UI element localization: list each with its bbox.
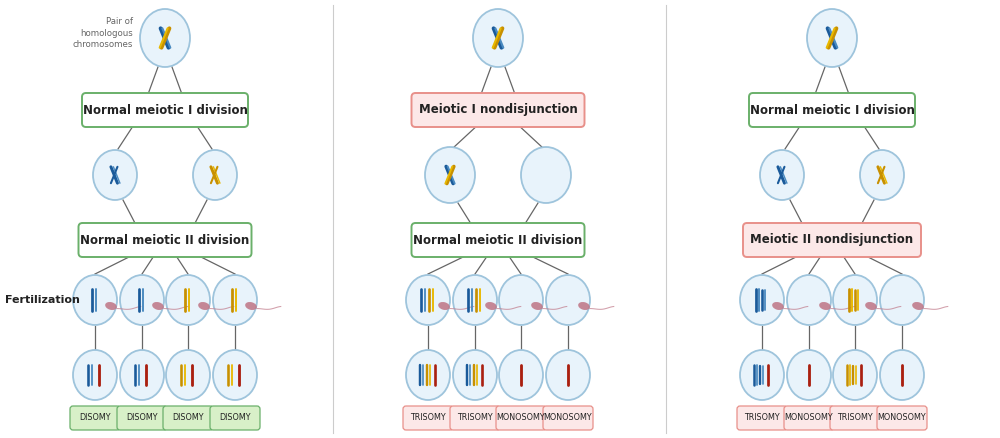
Ellipse shape — [578, 302, 590, 310]
Ellipse shape — [531, 302, 543, 310]
Ellipse shape — [438, 302, 450, 310]
FancyBboxPatch shape — [82, 93, 248, 127]
Ellipse shape — [833, 350, 877, 400]
Ellipse shape — [93, 150, 137, 200]
Ellipse shape — [166, 350, 210, 400]
Ellipse shape — [73, 275, 117, 325]
Ellipse shape — [865, 302, 877, 310]
FancyBboxPatch shape — [163, 406, 213, 430]
Text: MONOSOMY: MONOSOMY — [785, 413, 833, 423]
Ellipse shape — [819, 302, 831, 310]
Ellipse shape — [499, 350, 543, 400]
Ellipse shape — [120, 350, 164, 400]
Text: MONOSOMY: MONOSOMY — [497, 413, 545, 423]
FancyBboxPatch shape — [78, 223, 252, 257]
Text: Normal meiotic I division: Normal meiotic I division — [83, 103, 247, 117]
Ellipse shape — [787, 350, 831, 400]
Ellipse shape — [521, 147, 571, 203]
Ellipse shape — [245, 302, 257, 310]
Text: MONOSOMY: MONOSOMY — [544, 413, 592, 423]
FancyBboxPatch shape — [737, 406, 787, 430]
Ellipse shape — [453, 275, 497, 325]
Text: TRISOMY: TRISOMY — [410, 413, 446, 423]
Ellipse shape — [166, 275, 210, 325]
Ellipse shape — [120, 275, 164, 325]
Ellipse shape — [213, 350, 257, 400]
Ellipse shape — [213, 275, 257, 325]
Ellipse shape — [860, 150, 904, 200]
Text: Pair of
homologous
chromosomes: Pair of homologous chromosomes — [73, 17, 133, 49]
Text: DISOMY: DISOMY — [126, 413, 158, 423]
Ellipse shape — [105, 302, 117, 310]
Text: DISOMY: DISOMY — [219, 413, 251, 423]
FancyBboxPatch shape — [830, 406, 880, 430]
Ellipse shape — [740, 275, 784, 325]
Text: TRISOMY: TRISOMY — [744, 413, 780, 423]
Ellipse shape — [546, 275, 590, 325]
Ellipse shape — [880, 275, 924, 325]
Ellipse shape — [499, 275, 543, 325]
FancyBboxPatch shape — [210, 406, 260, 430]
FancyBboxPatch shape — [543, 406, 593, 430]
FancyBboxPatch shape — [877, 406, 927, 430]
Text: Meiotic II nondisjunction: Meiotic II nondisjunction — [750, 233, 914, 247]
Ellipse shape — [546, 350, 590, 400]
Text: Meiotic I nondisjunction: Meiotic I nondisjunction — [419, 103, 577, 117]
Text: Normal meiotic II division: Normal meiotic II division — [80, 233, 250, 247]
Text: Fertilization: Fertilization — [5, 295, 80, 305]
Ellipse shape — [140, 9, 190, 67]
FancyBboxPatch shape — [412, 223, 584, 257]
FancyBboxPatch shape — [412, 93, 584, 127]
Text: Normal meiotic II division: Normal meiotic II division — [413, 233, 583, 247]
Ellipse shape — [807, 9, 857, 67]
FancyBboxPatch shape — [117, 406, 167, 430]
FancyBboxPatch shape — [70, 406, 120, 430]
Ellipse shape — [833, 275, 877, 325]
FancyBboxPatch shape — [450, 406, 500, 430]
Ellipse shape — [198, 302, 210, 310]
Ellipse shape — [485, 302, 497, 310]
Ellipse shape — [473, 9, 523, 67]
FancyBboxPatch shape — [749, 93, 915, 127]
Text: DISOMY: DISOMY — [172, 413, 204, 423]
Ellipse shape — [406, 350, 450, 400]
Text: TRISOMY: TRISOMY — [457, 413, 493, 423]
FancyBboxPatch shape — [743, 223, 921, 257]
Ellipse shape — [425, 147, 475, 203]
Text: DISOMY: DISOMY — [79, 413, 111, 423]
Ellipse shape — [152, 302, 164, 310]
Ellipse shape — [453, 350, 497, 400]
FancyBboxPatch shape — [496, 406, 546, 430]
FancyBboxPatch shape — [403, 406, 453, 430]
Text: Normal meiotic I division: Normal meiotic I division — [750, 103, 914, 117]
FancyBboxPatch shape — [784, 406, 834, 430]
Text: TRISOMY: TRISOMY — [837, 413, 873, 423]
Ellipse shape — [772, 302, 784, 310]
Ellipse shape — [406, 275, 450, 325]
Ellipse shape — [912, 302, 924, 310]
Ellipse shape — [740, 350, 784, 400]
Ellipse shape — [73, 350, 117, 400]
Ellipse shape — [193, 150, 237, 200]
Text: MONOSOMY: MONOSOMY — [878, 413, 926, 423]
Ellipse shape — [787, 275, 831, 325]
Ellipse shape — [760, 150, 804, 200]
Ellipse shape — [880, 350, 924, 400]
